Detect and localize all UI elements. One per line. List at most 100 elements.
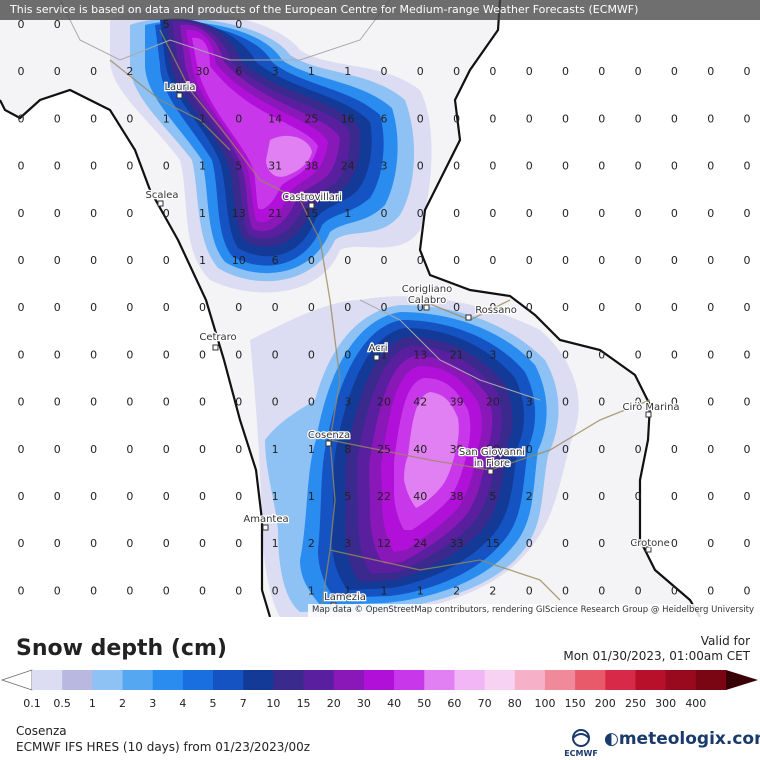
grid-value: 0 — [489, 65, 496, 78]
grid-value: 0 — [126, 490, 133, 503]
grid-value: 0 — [453, 301, 460, 314]
grid-value: 0 — [54, 254, 61, 267]
grid-value: 0 — [163, 396, 170, 409]
grid-value: 0 — [126, 584, 133, 597]
city-castrovillari: Castrovillari — [281, 191, 343, 209]
grid-value: 0 — [562, 160, 569, 173]
grid-value: 0 — [18, 348, 25, 361]
grid-value: 0 — [381, 301, 388, 314]
snow-value-grid: 0 0 5 00 0 0 2 30 6 3 1 1 0 0 0 0 0 0 0 0 0 0 00 0 0 0 1 1 0 14 25 16 6 0… — [18, 18, 751, 597]
scale-swatch — [122, 670, 154, 690]
grid-value: 0 — [381, 207, 388, 220]
grid-value: 0 — [199, 490, 206, 503]
grid-value: 3 — [344, 396, 351, 409]
grid-value: 0 — [562, 207, 569, 220]
scale-swatch — [273, 670, 305, 690]
city-crotone: Crotone — [629, 537, 671, 553]
grid-value: 14 — [268, 112, 282, 125]
grid-value: 0 — [90, 443, 97, 456]
svg-text:Lauria: Lauria — [164, 82, 195, 93]
grid-value: 0 — [235, 396, 242, 409]
grid-value: 0 — [54, 18, 61, 31]
grid-value: 0 — [344, 254, 351, 267]
scale-swatch — [62, 670, 93, 690]
grid-value: 0 — [54, 348, 61, 361]
meteologix-brand[interactable]: ◐meteologix.com — [604, 729, 760, 749]
grid-value: 0 — [598, 112, 605, 125]
scale-tick-label: 100 — [534, 697, 556, 710]
grid-value: 1 — [199, 254, 206, 267]
grid-value: 20 — [377, 396, 391, 409]
grid-value: 0 — [453, 112, 460, 125]
grid-value: 0 — [526, 348, 533, 361]
grid-value: 0 — [417, 112, 424, 125]
grid-value: 0 — [489, 207, 496, 220]
grid-value: 0 — [635, 396, 642, 409]
svg-text:Calabro: Calabro — [408, 295, 446, 306]
grid-value: 6 — [235, 65, 242, 78]
scale-swatch — [514, 670, 546, 690]
grid-value: 0 — [163, 584, 170, 597]
grid-value: 2 — [308, 537, 315, 550]
grid-value: 0 — [90, 254, 97, 267]
grid-value: 0 — [18, 396, 25, 409]
snow-depth-map[interactable]: 0 0 5 00 0 0 2 30 6 3 1 1 0 0 0 0 0 0 0 0 0 0 00 0 0 0 1 1 0 14 25 16 6 0… — [0, 0, 760, 617]
grid-value: 3 — [526, 396, 533, 409]
grid-value: 15 — [486, 537, 500, 550]
grid-value: 22 — [377, 490, 391, 503]
grid-value: 13 — [413, 348, 427, 361]
grid-value: 3 — [489, 348, 496, 361]
svg-text:San Giovanni: San Giovanni — [459, 447, 525, 458]
grid-value: 0 — [199, 348, 206, 361]
grid-value: 0 — [707, 254, 714, 267]
grid-value: 0 — [18, 65, 25, 78]
grid-value: 0 — [417, 65, 424, 78]
scale-swatch — [605, 670, 636, 690]
grid-value: 0 — [598, 348, 605, 361]
tyrrhenian-sea — [0, 0, 270, 617]
grid-value: 0 — [744, 537, 751, 550]
grid-value: 12 — [377, 537, 391, 550]
grid-value: 0 — [126, 160, 133, 173]
grid-value: 0 — [126, 112, 133, 125]
grid-value: 3 — [272, 65, 279, 78]
grid-value: 0 — [235, 18, 242, 31]
grid-value: 0 — [635, 537, 642, 550]
grid-value: 0 — [381, 65, 388, 78]
grid-value: 0 — [54, 584, 61, 597]
scale-tick-label: 250 — [624, 697, 646, 710]
grid-value: 0 — [635, 207, 642, 220]
color-scale-labels: 0.1 0.5 1 2 3 4 5 7 10 15 20 30 40 50 60 70 80 100 150 200 2… — [0, 697, 760, 711]
grid-value: 0 — [489, 160, 496, 173]
scale-tick-label: 20 — [326, 697, 341, 710]
grid-value: 0 — [671, 301, 678, 314]
grid-value: 0 — [635, 254, 642, 267]
grid-value: 6 — [381, 112, 388, 125]
grid-value: 0 — [526, 207, 533, 220]
grid-value: 0 — [635, 348, 642, 361]
grid-value: 1 — [272, 537, 279, 550]
grid-value: 0 — [671, 537, 678, 550]
roads — [109, 29, 651, 617]
grid-value: 0 — [18, 584, 25, 597]
grid-value: 0 — [707, 443, 714, 456]
scale-tick-label: 2 — [119, 697, 127, 710]
grid-value: 0 — [54, 301, 61, 314]
grid-value: 0 — [18, 160, 25, 173]
ecmwf-logo-text: ECMWF — [564, 749, 598, 758]
scale-tick-label: 7 — [239, 697, 247, 710]
grid-value: 0 — [308, 348, 315, 361]
grid-value: 0 — [707, 490, 714, 503]
grid-value: 0 — [562, 254, 569, 267]
grid-value: 1 — [308, 584, 315, 597]
grid-value: 1 — [344, 207, 351, 220]
grid-value: 0 — [163, 348, 170, 361]
grid-value: 20 — [486, 396, 500, 409]
grid-value: 0 — [671, 584, 678, 597]
color-scale-bar — [0, 669, 758, 691]
grid-value: 0 — [126, 537, 133, 550]
grid-value: 0 — [126, 396, 133, 409]
city-lauria: Lauria — [163, 81, 197, 99]
ionian-sea — [420, 0, 760, 617]
grid-value: 0 — [235, 301, 242, 314]
